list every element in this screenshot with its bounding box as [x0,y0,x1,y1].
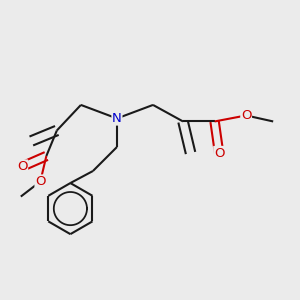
Text: N: N [112,112,122,125]
Text: O: O [35,175,46,188]
Text: O: O [17,160,28,173]
Text: O: O [214,146,224,160]
Text: O: O [241,109,251,122]
